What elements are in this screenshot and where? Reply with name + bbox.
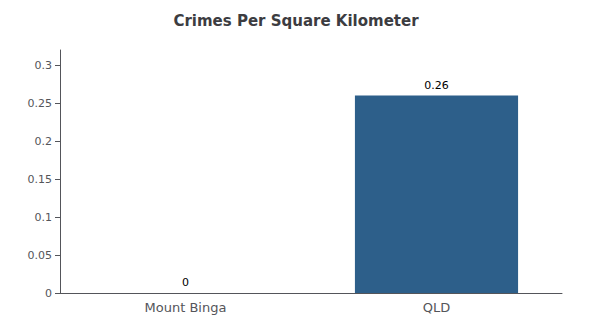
svg-text:0.1: 0.1 [35,211,53,224]
svg-text:0.15: 0.15 [28,173,53,186]
svg-text:0.25: 0.25 [28,97,53,110]
svg-text:0: 0 [182,276,189,289]
svg-text:0: 0 [45,287,52,300]
svg-text:0.3: 0.3 [35,59,53,72]
svg-text:Mount Binga: Mount Binga [145,300,227,315]
svg-text:0.05: 0.05 [28,249,53,262]
svg-text:Crimes Per Square Kilometer: Crimes Per Square Kilometer [173,12,419,30]
svg-text:0.2: 0.2 [35,135,53,148]
svg-text:QLD: QLD [423,300,451,315]
svg-text:0.26: 0.26 [424,79,449,92]
